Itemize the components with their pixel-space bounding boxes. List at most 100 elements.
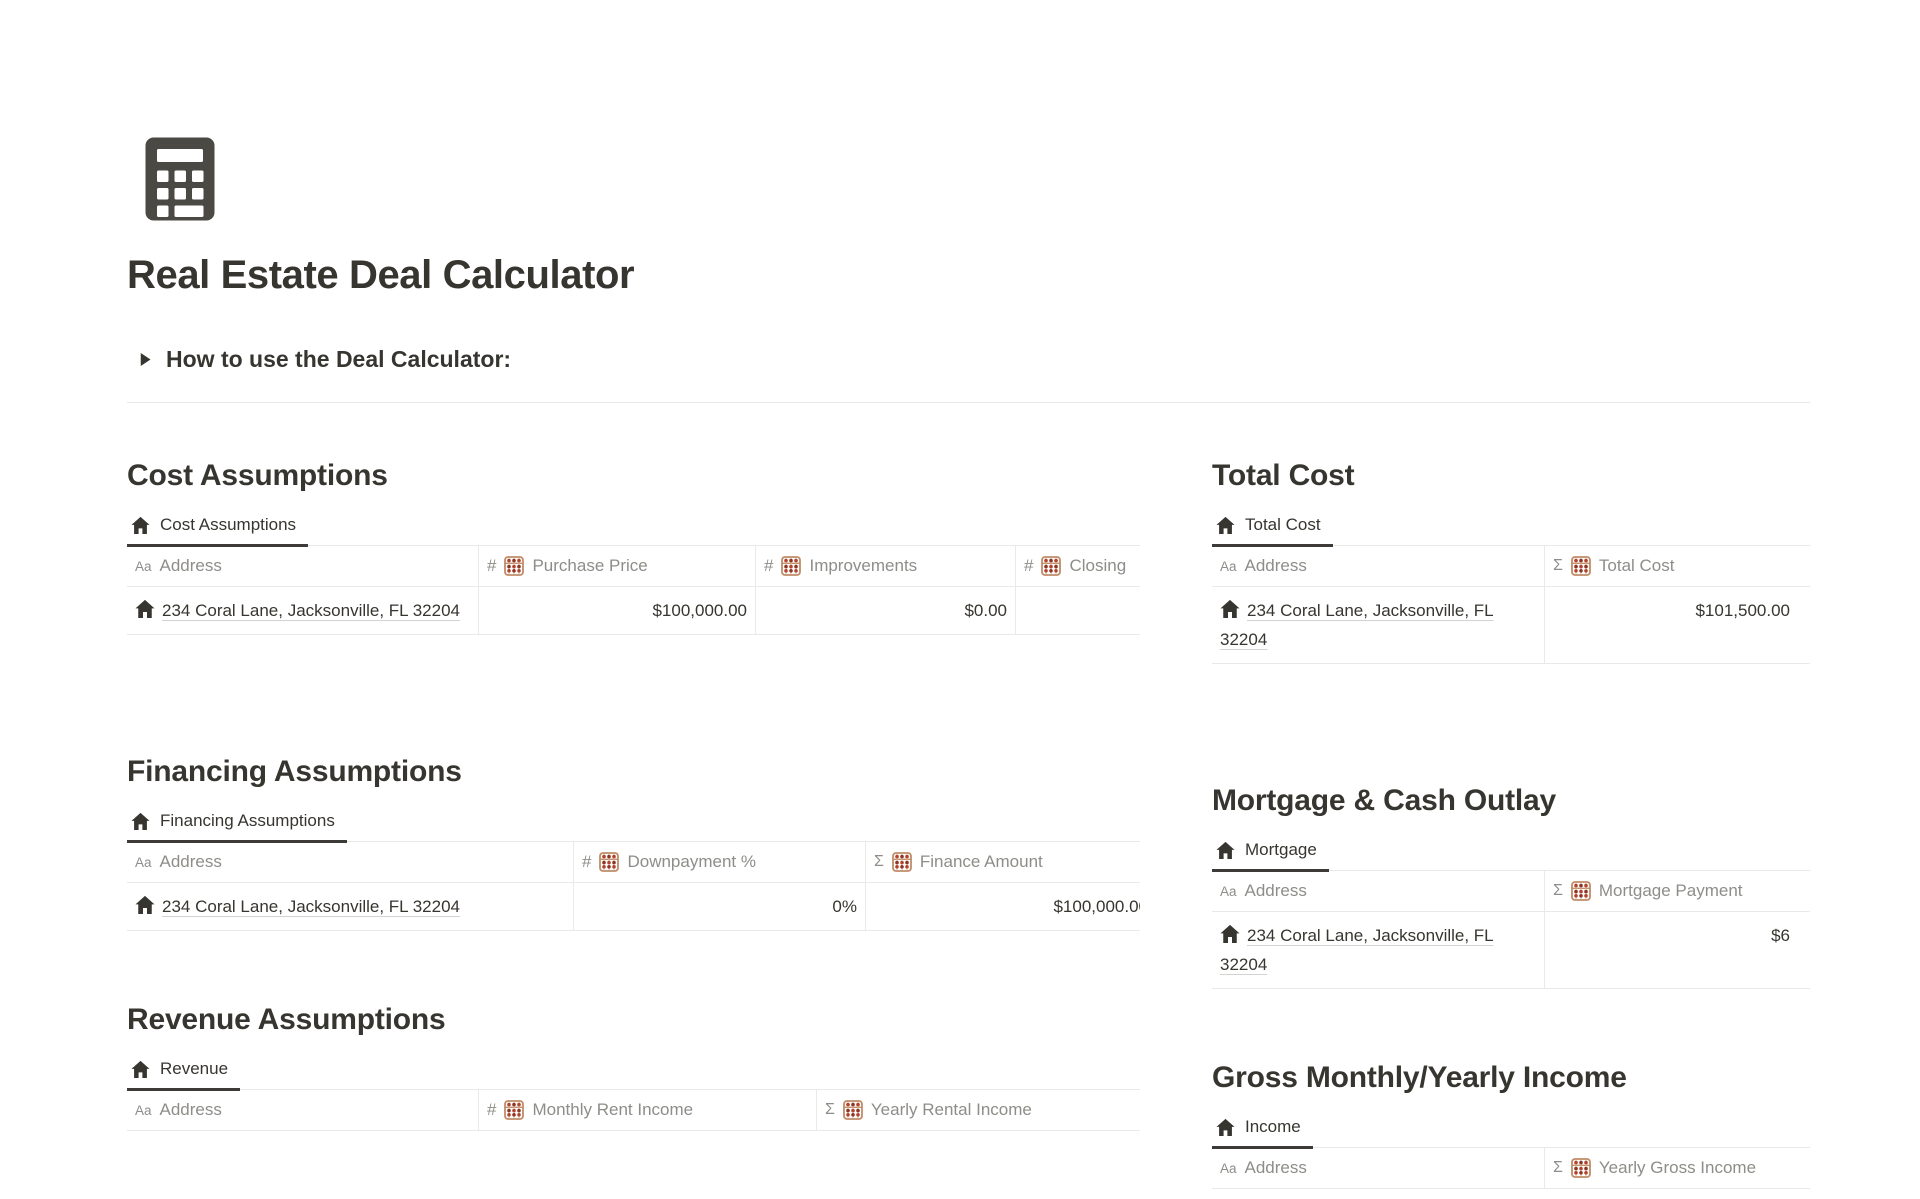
column-label: Address (1244, 881, 1307, 900)
tab-label: Revenue (160, 1059, 229, 1078)
address-link[interactable]: 234 Coral Lane, Jacksonville, FL 32204 (162, 601, 460, 620)
column-label: Closing (1069, 556, 1127, 575)
column-header-address[interactable]: Aa Address (1212, 546, 1545, 586)
column-header-address[interactable]: Aa Address (127, 546, 479, 586)
column-label: Downpayment % (627, 852, 756, 871)
abacus-icon (504, 556, 524, 576)
house-icon (135, 895, 155, 915)
tab-label: Cost Assumptions (160, 515, 297, 534)
address-link[interactable]: 234 Coral Lane, Jacksonville, FL 32204 (1220, 926, 1494, 974)
table-gross-income: Aa Address Σ Yearly Gross Income (1212, 1147, 1810, 1189)
closing-cell[interactable] (1016, 587, 1140, 634)
calculator-icon[interactable] (145, 137, 215, 221)
column-label: Improvements (809, 556, 918, 575)
table-header-row: Aa Address Σ Yearly Gross Income (1212, 1148, 1810, 1189)
address-cell[interactable]: 234 Coral Lane, Jacksonville, FL 32204 (127, 883, 574, 930)
abacus-icon (599, 852, 619, 872)
house-icon (1216, 841, 1235, 860)
house-icon (131, 1060, 150, 1079)
abacus-icon (504, 1100, 524, 1120)
column-label: Mortgage Payment (1598, 881, 1743, 900)
house-icon (135, 599, 155, 619)
finance-amount-cell[interactable]: $100,000.00 (1053, 897, 1140, 916)
abacus-icon (1571, 1158, 1591, 1178)
number-property-icon: # (582, 852, 592, 871)
section-heading: Financing Assumptions (127, 755, 462, 788)
column-label: Monthly Rent Income (532, 1100, 694, 1119)
tab-revenue[interactable]: Revenue (127, 1057, 241, 1091)
table-financing-assumptions: Aa Address # Downpayment % Σ Finance Amo… (127, 841, 1140, 931)
column-header-address[interactable]: Aa Address (1212, 1148, 1545, 1188)
column-header-yearly-gross-income[interactable]: Σ Yearly Gross Income (1545, 1148, 1798, 1188)
purchase-price-cell[interactable]: $100,000.00 (479, 587, 756, 634)
text-property-icon: Aa (1220, 558, 1237, 574)
column-label: Address (1244, 1158, 1307, 1177)
column-header-yearly-rental-income[interactable]: Σ Yearly Rental Income (817, 1090, 1137, 1130)
table-header-row: Aa Address # Purchase Price # Improvemen… (127, 546, 1140, 587)
number-property-icon: # (487, 556, 497, 575)
divider (127, 402, 1810, 403)
tab-mortgage[interactable]: Mortgage (1212, 838, 1329, 872)
text-property-icon: Aa (135, 1102, 152, 1118)
column-header-downpayment[interactable]: # Downpayment % (574, 842, 866, 882)
column-label: Finance Amount (919, 852, 1043, 871)
tab-total-cost[interactable]: Total Cost (1212, 513, 1333, 547)
text-property-icon: Aa (135, 558, 152, 574)
formula-property-icon: Σ (1553, 557, 1563, 574)
how-to-use-toggle[interactable]: How to use the Deal Calculator: (127, 343, 511, 375)
table-mortgage: Aa Address Σ Mortgage Payment 234 Coral … (1212, 870, 1810, 989)
column-label: Yearly Rental Income (870, 1100, 1032, 1119)
address-link[interactable]: 234 Coral Lane, Jacksonville, FL 32204 (162, 897, 460, 916)
address-link[interactable]: 234 Coral Lane, Jacksonville, FL 32204 (1220, 601, 1494, 649)
column-header-mortgage-payment[interactable]: Σ Mortgage Payment (1545, 871, 1798, 911)
address-cell[interactable]: 234 Coral Lane, Jacksonville, FL 32204 (1212, 587, 1545, 663)
tab-income[interactable]: Income (1212, 1115, 1313, 1149)
address-cell[interactable]: 234 Coral Lane, Jacksonville, FL 32204 (1212, 912, 1545, 988)
column-label: Address (159, 556, 222, 575)
mortgage-payment-cell[interactable]: $6 (1771, 926, 1790, 945)
house-icon (1216, 516, 1235, 535)
column-header-finance-amount[interactable]: Σ Finance Amount (866, 842, 1140, 882)
house-icon (131, 812, 150, 831)
column-header-total-cost[interactable]: Σ Total Cost (1545, 546, 1798, 586)
toggle-label: How to use the Deal Calculator: (166, 346, 512, 372)
downpayment-cell[interactable]: 0% (574, 883, 866, 930)
column-header-purchase-price[interactable]: # Purchase Price (479, 546, 756, 586)
section-revenue-assumptions: Revenue Assumptions Revenue Aa Address # (127, 1001, 1140, 1131)
improvements-cell[interactable]: $0.00 (756, 587, 1016, 634)
number-property-icon: # (764, 556, 774, 575)
abacus-icon (781, 556, 801, 576)
address-cell[interactable]: 234 Coral Lane, Jacksonville, FL 32204 (127, 587, 479, 634)
formula-property-icon: Σ (825, 1101, 835, 1118)
tab-label: Mortgage (1245, 840, 1317, 859)
table-row: 234 Coral Lane, Jacksonville, FL 32204 $… (1212, 587, 1810, 664)
column-header-address[interactable]: Aa Address (127, 842, 574, 882)
abacus-icon (892, 852, 912, 872)
column-label: Address (159, 852, 222, 871)
text-property-icon: Aa (1220, 1160, 1237, 1176)
section-gross-income: Gross Monthly/Yearly Income Income Aa Ad… (1212, 1059, 1810, 1189)
column-header-improvements[interactable]: # Improvements (756, 546, 1016, 586)
text-property-icon: Aa (135, 854, 152, 870)
column-header-address[interactable]: Aa Address (1212, 871, 1545, 911)
table-revenue-assumptions: Aa Address # Monthly Rent Income Σ Yearl… (127, 1089, 1140, 1131)
column-header-address[interactable]: Aa Address (127, 1090, 479, 1130)
house-icon (1220, 599, 1240, 619)
column-header-closing[interactable]: # Closing (1016, 546, 1140, 586)
tab-financing-assumptions[interactable]: Financing Assumptions (127, 809, 347, 843)
house-icon (1216, 1118, 1235, 1137)
column-label: Address (1244, 556, 1307, 575)
total-cost-cell[interactable]: $101,500.00 (1695, 601, 1790, 620)
abacus-icon (1041, 556, 1061, 576)
section-heading: Cost Assumptions (127, 459, 388, 492)
table-row: 234 Coral Lane, Jacksonville, FL 32204 0… (127, 883, 1140, 931)
tab-cost-assumptions[interactable]: Cost Assumptions (127, 513, 309, 547)
house-icon (1220, 924, 1240, 944)
formula-property-icon: Σ (1553, 1159, 1563, 1176)
section-heading: Gross Monthly/Yearly Income (1212, 1061, 1627, 1094)
column-header-monthly-rent-income[interactable]: # Monthly Rent Income (479, 1090, 817, 1130)
formula-property-icon: Σ (1553, 882, 1563, 899)
section-heading: Revenue Assumptions (127, 1003, 446, 1036)
column-label: Yearly Gross Income (1598, 1158, 1757, 1177)
